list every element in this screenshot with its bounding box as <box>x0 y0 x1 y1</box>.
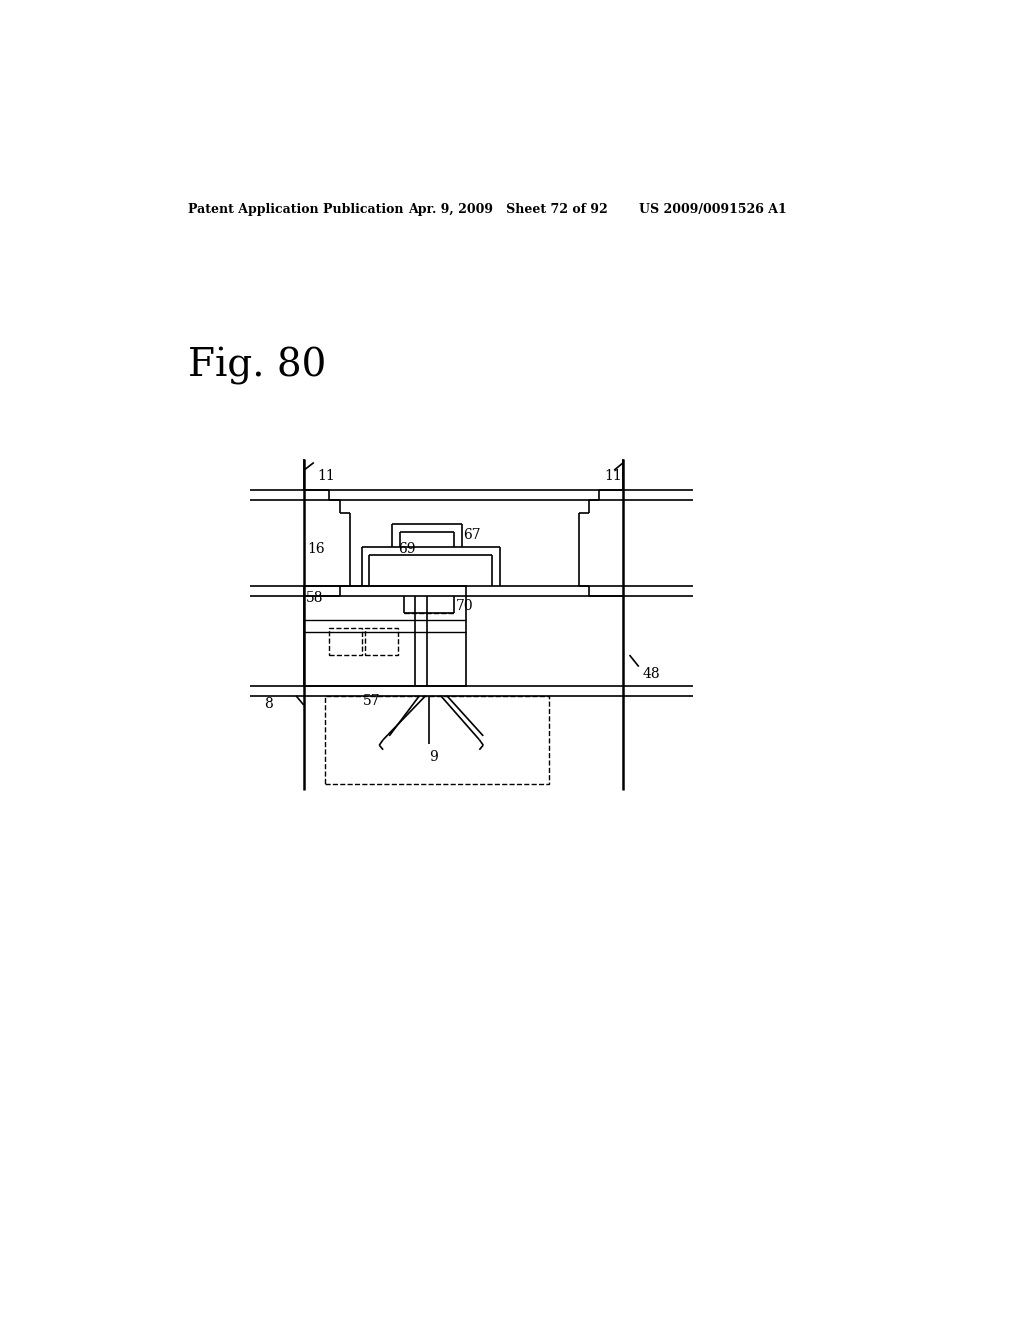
Text: 8: 8 <box>264 697 273 711</box>
Bar <box>330 628 361 655</box>
Text: 16: 16 <box>307 543 326 556</box>
Text: 67: 67 <box>463 528 481 543</box>
Bar <box>366 628 397 655</box>
Text: 11: 11 <box>316 469 335 483</box>
Text: Fig. 80: Fig. 80 <box>188 347 327 385</box>
Text: 69: 69 <box>398 543 416 556</box>
Text: 57: 57 <box>364 694 381 709</box>
Text: Apr. 9, 2009   Sheet 72 of 92: Apr. 9, 2009 Sheet 72 of 92 <box>408 203 607 216</box>
Bar <box>326 696 549 784</box>
Text: 48: 48 <box>643 667 660 681</box>
Text: 58: 58 <box>306 591 324 605</box>
Text: Patent Application Publication: Patent Application Publication <box>188 203 403 216</box>
Text: 9: 9 <box>429 750 438 764</box>
Bar <box>304 586 466 686</box>
Text: US 2009/0091526 A1: US 2009/0091526 A1 <box>639 203 786 216</box>
Text: 70: 70 <box>456 599 473 612</box>
Text: 11: 11 <box>604 469 622 483</box>
